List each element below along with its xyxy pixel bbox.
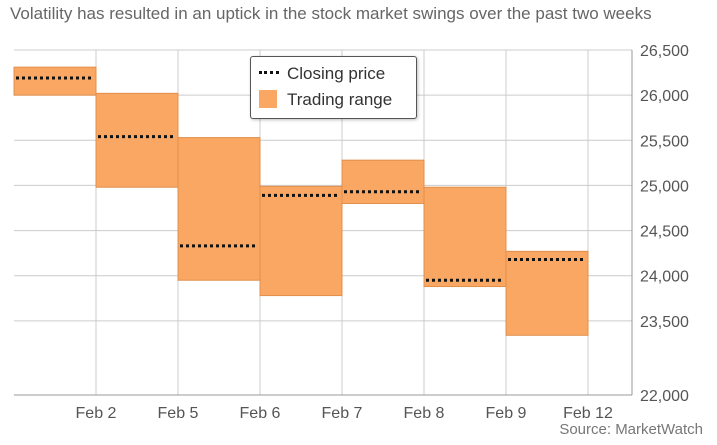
legend-item-closing: Closing price	[259, 64, 385, 84]
chart-title: Volatility has resulted in an uptick in …	[10, 4, 652, 23]
x-tick-label: Feb 2	[76, 405, 117, 422]
y-tick-label: 26,500	[640, 43, 689, 60]
range-bar	[13, 66, 97, 96]
x-tick-label: Feb 5	[158, 405, 199, 422]
legend: Closing price Trading range	[250, 56, 417, 119]
y-tick-label: 25,000	[640, 178, 689, 195]
x-tick-label: Feb 8	[404, 405, 445, 422]
legend-range-label: Trading range	[287, 90, 393, 109]
y-tick-label: 26,000	[640, 88, 689, 105]
y-tick-label: 25,500	[640, 133, 689, 150]
y-tick-label: 24,000	[640, 269, 689, 286]
range-bar	[423, 186, 507, 288]
range-bar	[95, 92, 179, 188]
source-credit: Source: MarketWatch	[559, 421, 703, 438]
range-bar	[505, 250, 589, 336]
y-tick-label: 23,500	[640, 314, 689, 331]
legend-item-range: Trading range	[259, 89, 393, 110]
x-tick-label: Feb 12	[563, 405, 613, 422]
closing-line-icon	[259, 71, 279, 75]
y-tick-label: 24,500	[640, 224, 689, 241]
y-tick-label: 22,000	[640, 388, 689, 405]
range-bar	[177, 137, 261, 281]
range-bar	[341, 159, 425, 204]
x-tick-label: Feb 6	[240, 405, 281, 422]
x-tick-label: Feb 9	[486, 405, 527, 422]
legend-closing-label: Closing price	[287, 64, 386, 83]
x-tick-label: Feb 7	[322, 405, 363, 422]
range-swatch-icon	[259, 89, 277, 108]
range-bar	[259, 185, 343, 297]
